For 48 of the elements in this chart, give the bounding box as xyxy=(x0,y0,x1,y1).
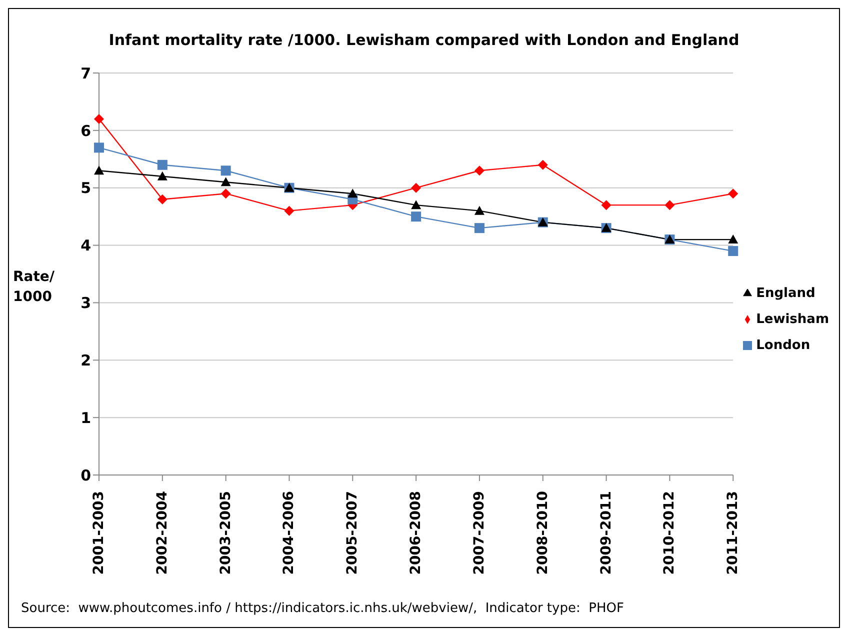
point xyxy=(474,223,484,234)
point xyxy=(157,171,168,180)
y-tick-label: 3 xyxy=(80,294,91,312)
point xyxy=(538,160,548,170)
point xyxy=(601,200,612,210)
point xyxy=(348,188,358,198)
x-tick-label: 2003-2005 xyxy=(218,491,234,575)
y-tick-label: 7 xyxy=(80,64,91,82)
x-tick-label: 2007-2009 xyxy=(471,491,488,575)
x-tick-label: 2009-2011 xyxy=(598,491,614,575)
y-tick-label: 6 xyxy=(80,122,91,140)
y-tick-label: 4 xyxy=(80,236,91,255)
point xyxy=(728,246,738,256)
point xyxy=(220,188,231,199)
point xyxy=(411,182,422,193)
point xyxy=(411,212,422,222)
point xyxy=(728,234,738,244)
legend-label: Lewisham xyxy=(756,312,829,327)
chart-title: Infant mortality rate /1000. Lewisham compared with London and England xyxy=(108,31,740,49)
point xyxy=(474,166,484,176)
x-tick-label: 2004-2006 xyxy=(281,491,298,575)
legend-label: London xyxy=(756,338,810,353)
legend-label: England xyxy=(756,286,816,301)
point xyxy=(94,142,104,153)
y-tick-label: 2 xyxy=(80,351,91,370)
x-tick-label: 2002-2004 xyxy=(154,490,170,575)
y-tick-label: 0 xyxy=(80,466,91,484)
point xyxy=(220,166,231,176)
point xyxy=(94,166,104,175)
point xyxy=(474,206,484,215)
x-tick-label: 2011-2013 xyxy=(725,491,742,575)
x-tick-label: 2010-2012 xyxy=(662,491,678,575)
point xyxy=(157,160,168,170)
point xyxy=(157,194,168,204)
point xyxy=(664,200,675,210)
point xyxy=(94,114,104,124)
y-axis-title: Rate/ 1000 xyxy=(13,268,55,307)
source-note: Source: www.phoutcomes.info / https://indicators.ic.nhs.uk/webview/, Indicator type: PHOF xyxy=(21,601,624,616)
x-tick-label: 2006-2008 xyxy=(408,491,424,575)
point xyxy=(220,177,231,186)
point xyxy=(284,206,294,216)
x-tick-label: 2001-2003 xyxy=(91,491,107,575)
x-tick-label: 2005-2007 xyxy=(344,491,361,575)
point xyxy=(411,200,422,210)
x-tick-label: 2008-2010 xyxy=(534,490,551,575)
y-tick-label: 5 xyxy=(80,179,91,198)
y-tick-label: 1 xyxy=(80,408,91,427)
point xyxy=(728,188,738,199)
